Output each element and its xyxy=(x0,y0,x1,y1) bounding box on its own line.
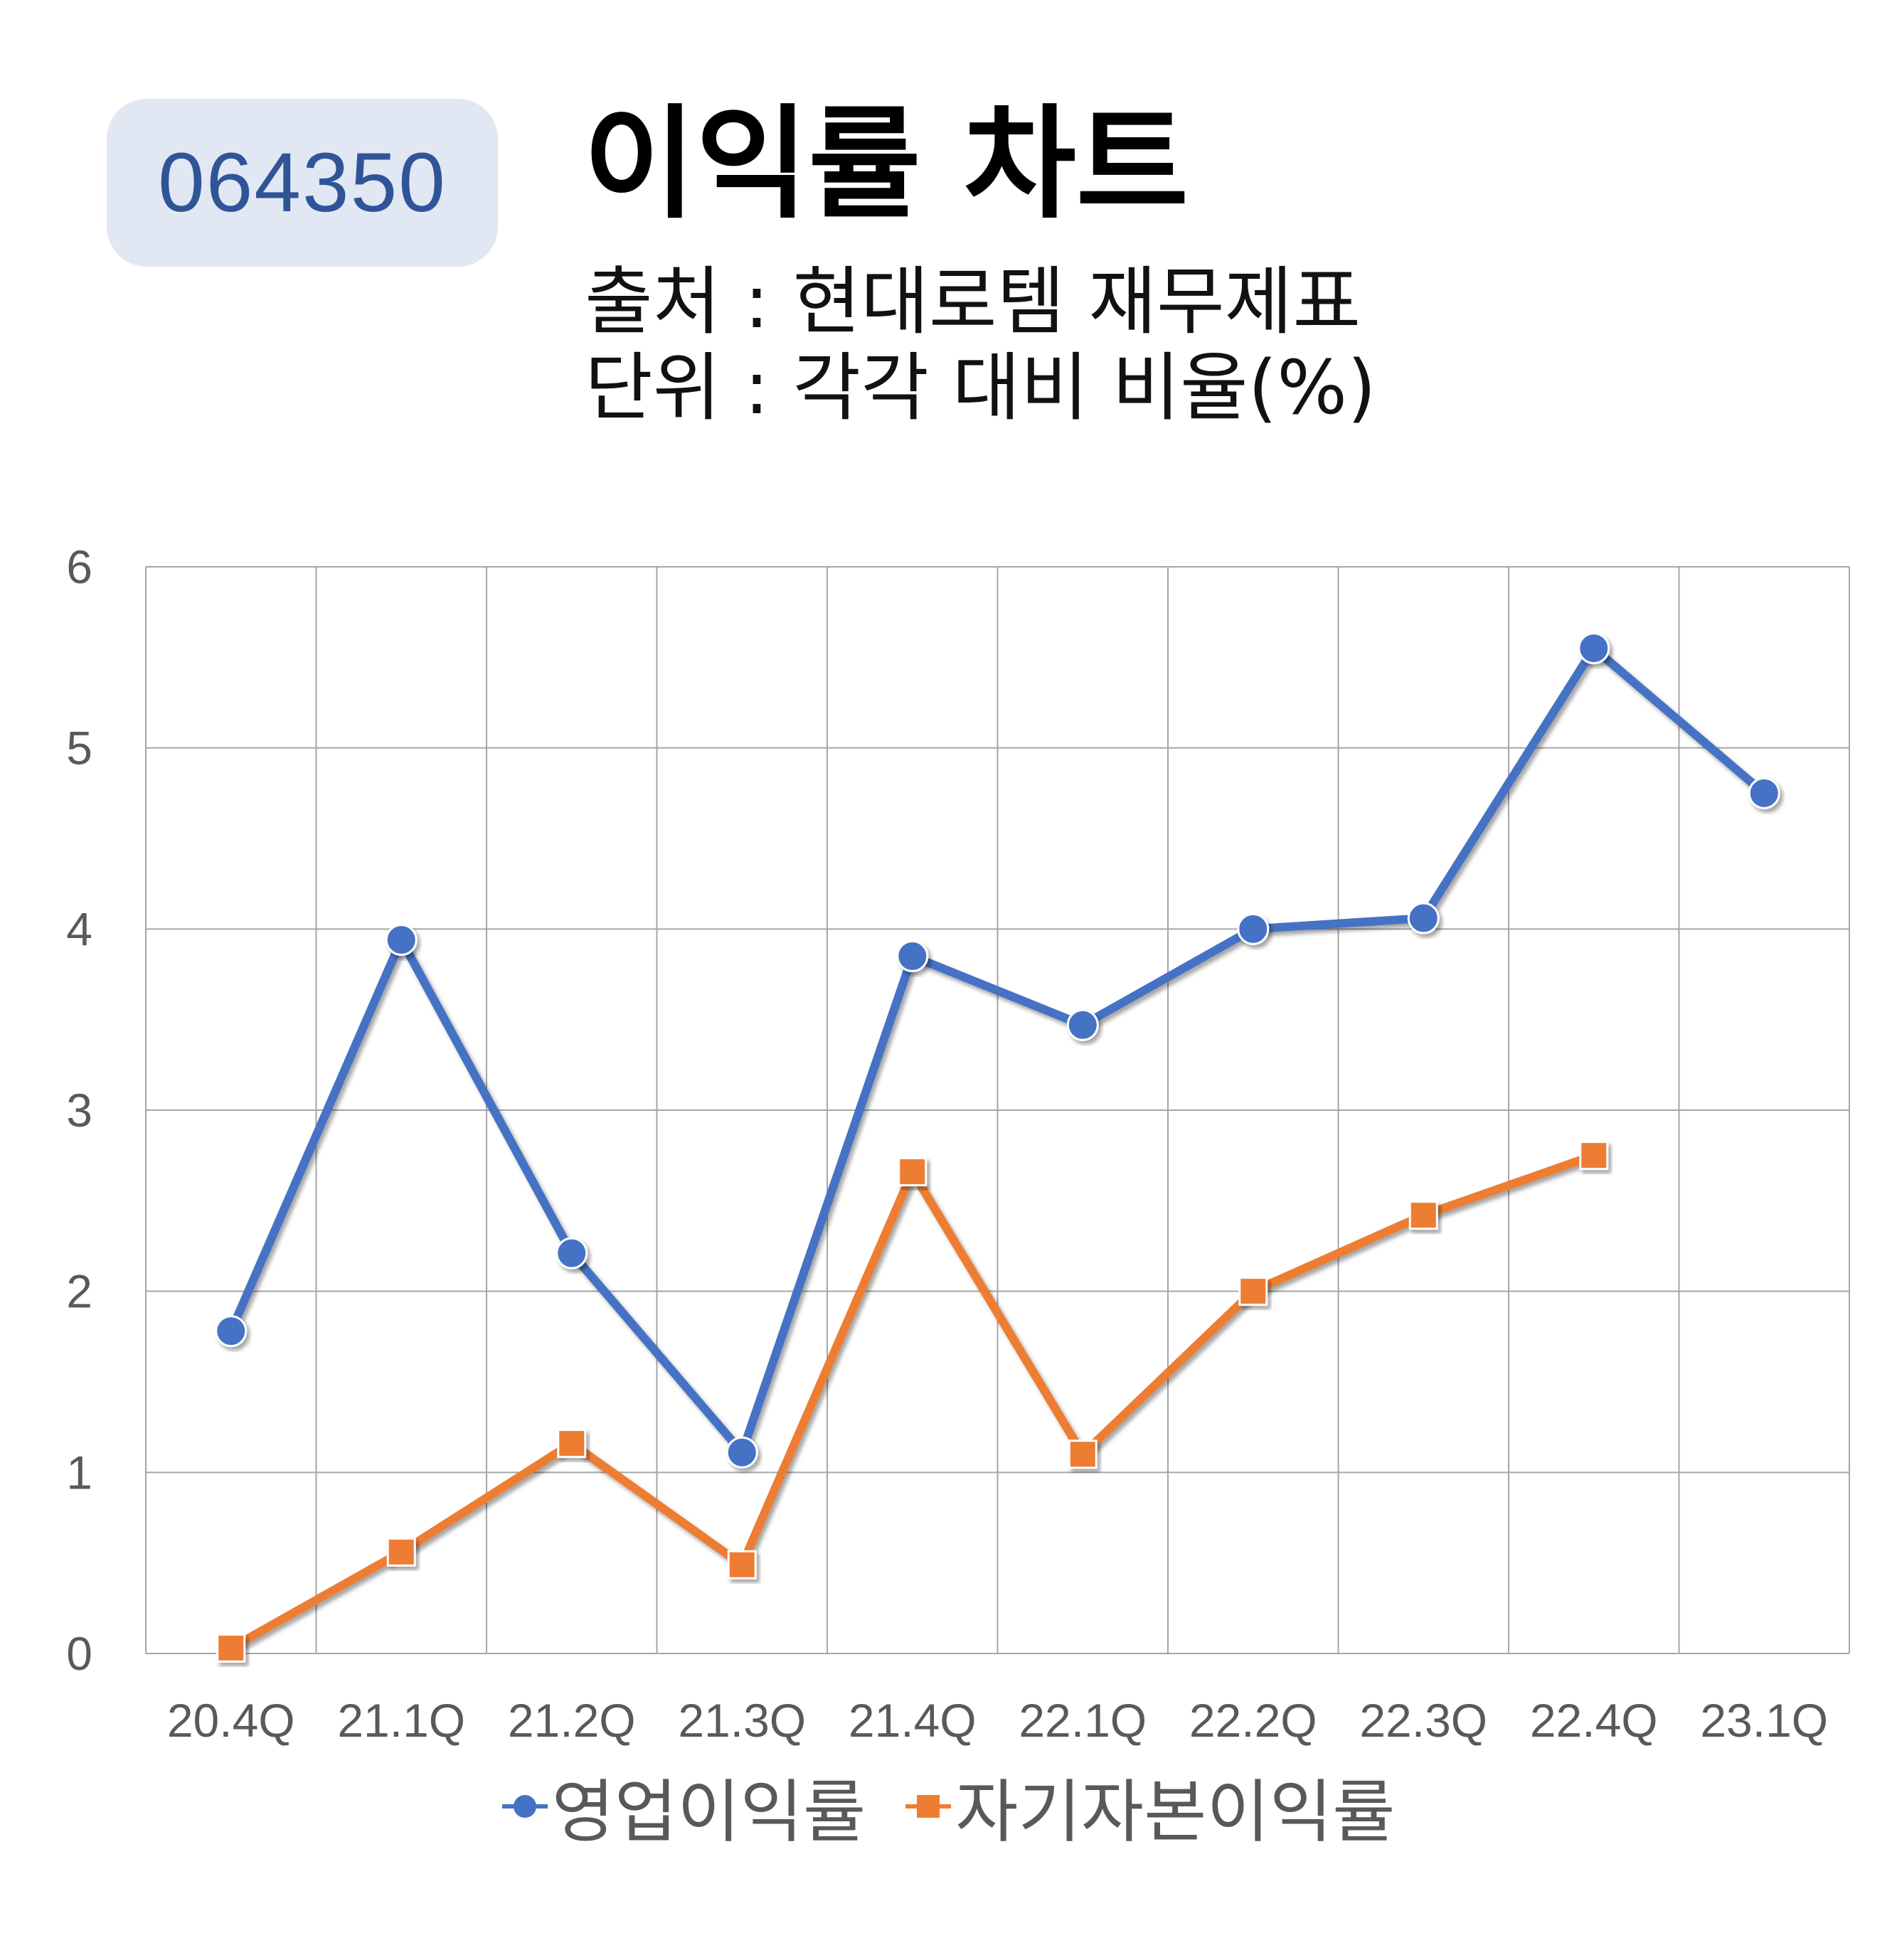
series-line-operating-margin xyxy=(227,644,1768,1457)
legend-label-roe: 자기자본이익률 xyxy=(955,1772,1396,1852)
data-point-roe xyxy=(216,1633,246,1663)
data-point-roe xyxy=(1238,1277,1268,1306)
legend-square-marker xyxy=(905,1792,952,1821)
y-tick-label: 0 xyxy=(66,1627,92,1680)
legend-circle-marker xyxy=(501,1792,548,1821)
data-point-roe xyxy=(1408,1200,1438,1230)
x-tick-label: 21.1Q xyxy=(337,1694,465,1747)
data-point-operating-margin xyxy=(896,940,929,973)
data-point-roe xyxy=(727,1550,757,1580)
data-point-operating-margin xyxy=(726,1436,758,1469)
y-tick-label: 4 xyxy=(66,902,92,955)
legend: 영업이익률 자기자본이익률 xyxy=(0,1757,1897,1855)
x-tick-label: 22.1Q xyxy=(1019,1694,1147,1747)
ticker-badge: 064350 xyxy=(107,99,498,267)
y-tick-label: 3 xyxy=(66,1084,92,1136)
data-point-roe xyxy=(898,1157,928,1187)
x-tick-label: 21.2Q xyxy=(508,1694,636,1747)
y-tick-label: 5 xyxy=(66,722,92,774)
series-line-roe xyxy=(228,1151,1595,1652)
data-point-operating-margin xyxy=(1066,1008,1099,1041)
x-tick-label: 20.4Q xyxy=(167,1694,295,1747)
ticker-code: 064350 xyxy=(158,136,447,230)
legend-label-operating-margin: 영업이익률 xyxy=(551,1772,866,1852)
legend-item-roe: 자기자본이익률 xyxy=(905,1757,1395,1855)
legend-item-operating-margin: 영업이익률 xyxy=(501,1757,866,1855)
x-tick-label: 22.4Q xyxy=(1530,1694,1658,1747)
y-tick-label: 6 xyxy=(66,540,92,593)
x-tick-label: 21.4Q xyxy=(849,1694,977,1747)
data-point-operating-margin xyxy=(1748,777,1780,809)
data-point-roe xyxy=(386,1537,416,1567)
y-tick-label: 2 xyxy=(66,1265,92,1318)
x-tick-label: 22.2Q xyxy=(1189,1694,1317,1747)
x-tick-label: 21.3Q xyxy=(678,1694,806,1747)
data-point-operating-margin xyxy=(1237,912,1270,945)
source-text: 출처 : 현대로템 재무제표 xyxy=(585,258,1361,345)
x-tick-label: 22.3Q xyxy=(1359,1694,1487,1747)
chart-title: 이익률 차트 xyxy=(583,92,1189,235)
data-point-roe xyxy=(1579,1141,1609,1171)
data-point-operating-margin xyxy=(1578,632,1610,665)
data-point-roe xyxy=(557,1429,587,1459)
data-point-operating-margin xyxy=(385,924,418,957)
x-tick-label: 23.1Q xyxy=(1700,1694,1828,1747)
data-point-roe xyxy=(1068,1439,1098,1469)
data-point-operating-margin xyxy=(1407,902,1440,934)
data-point-operating-margin xyxy=(556,1237,588,1269)
data-point-operating-margin xyxy=(215,1315,248,1348)
y-tick-label: 1 xyxy=(66,1446,92,1498)
unit-text: 단위 : 각각 대비 비율(%) xyxy=(585,344,1376,431)
